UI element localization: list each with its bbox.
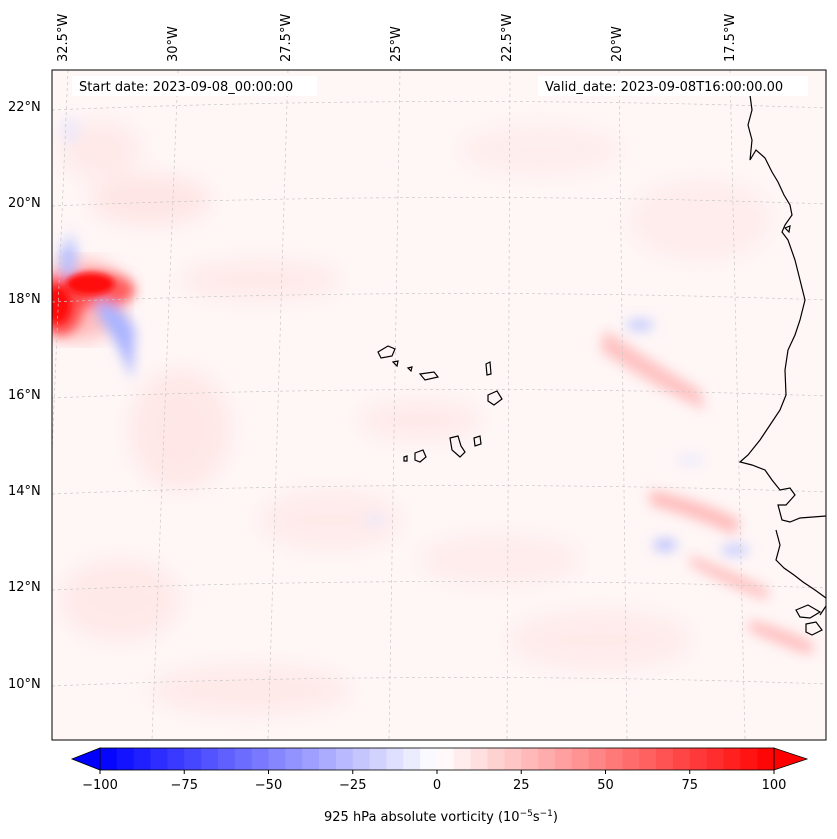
lon-label: 25°W [389, 26, 404, 62]
lat-label: 10°N [8, 677, 41, 692]
lat-label: 22°N [8, 100, 41, 115]
colorbar-cell [504, 748, 522, 770]
colorbar-cell [538, 748, 556, 770]
vortex-system [52, 244, 135, 380]
colorbar-cell [217, 748, 236, 770]
lon-label: 27.5°W [279, 14, 294, 62]
colorbar-tick-label: −100 [82, 778, 118, 793]
colorbar-cell [706, 748, 724, 770]
colorbar-cell [740, 748, 758, 770]
colorbar-cell [133, 748, 152, 770]
vorticity-field [52, 70, 826, 740]
colorbar-cell [268, 748, 286, 770]
colorbar-cell [352, 748, 371, 770]
start-date-label: Start date: 2023-09-08_00:00:00 [79, 80, 293, 95]
cabo-verde-islands [377, 345, 503, 463]
colorbar-cell [639, 748, 657, 770]
colorbar-cell [369, 748, 387, 770]
colorbar-cell [437, 748, 455, 770]
colorbar-tick-label: 0 [433, 778, 441, 793]
colorbar-cell [201, 748, 219, 770]
colorbar-cell [150, 748, 168, 770]
colorbar-cell [605, 748, 623, 770]
colorbar-cell [116, 748, 135, 770]
colorbar-cell [386, 748, 404, 770]
colorbar-cell [100, 748, 118, 770]
colorbar-cell [521, 748, 539, 770]
colorbar-cell [167, 748, 185, 770]
lat-label: 18°N [8, 292, 41, 307]
gridlines [52, 70, 826, 740]
colorbar-tick-label: 75 [681, 778, 698, 793]
colorbar: −100 −75 −50 −25 0 25 50 75 100 925 hPa absolute… [70, 747, 809, 825]
colorbar-cell [672, 748, 691, 770]
lat-label: 12°N [8, 580, 41, 595]
colorbar-ticks: −100 −75 −50 −25 0 25 50 75 100 [82, 770, 786, 793]
colorbar-cells [100, 748, 775, 770]
colorbar-cell [184, 748, 202, 770]
latitude-labels: 22°N 20°N 18°N 16°N 14°N 12°N 10°N [8, 100, 41, 692]
colorbar-cell [302, 748, 320, 770]
lon-label: 20°W [610, 26, 625, 62]
colorbar-cell [470, 748, 489, 770]
colorbar-cell [234, 748, 253, 770]
colorbar-label: 925 hPa absolute vorticity (10−5s−1) [324, 809, 558, 825]
colorbar-tick-label: 25 [513, 778, 530, 793]
colorbar-cell [420, 748, 438, 770]
african-coastline [738, 94, 826, 636]
lat-label: 20°N [8, 196, 41, 211]
colorbar-cell [335, 748, 354, 770]
colorbar-cell [757, 748, 775, 770]
lat-label: 16°N [8, 388, 41, 403]
colorbar-cell [554, 748, 573, 770]
colorbar-cell [588, 748, 606, 770]
valid-date-box: Valid_date: 2023-09-08T16:00:00.00 [538, 76, 808, 96]
colorbar-cell [403, 748, 421, 770]
colorbar-tick-label: 100 [762, 778, 787, 793]
colorbar-tick-label: −50 [255, 778, 282, 793]
colorbar-cell [656, 748, 674, 770]
colorbar-cell [571, 748, 590, 770]
lon-label: 22.5°W [500, 14, 515, 62]
colorbar-extend-min [70, 747, 101, 771]
colorbar-tick-label: −25 [339, 778, 366, 793]
colorbar-cell [319, 748, 337, 770]
colorbar-cell [487, 748, 505, 770]
coastal-vorticity-bands [600, 319, 815, 655]
colorbar-extend-max [773, 747, 809, 771]
lat-label: 14°N [8, 484, 41, 499]
map-frame [51, 69, 827, 741]
colorbar-cell [453, 748, 472, 770]
colorbar-cell [689, 748, 708, 770]
weak-positive-patches [60, 120, 770, 715]
longitude-labels: 32.5°W 30°W 27.5°W 25°W 22.5°W 20°W 17.5… [56, 14, 738, 62]
colorbar-cell [285, 748, 303, 770]
lon-label: 17.5°W [723, 14, 738, 62]
start-date-box: Start date: 2023-09-08_00:00:00 [72, 76, 317, 96]
valid-date-label: Valid_date: 2023-09-08T16:00:00.00 [545, 80, 783, 95]
colorbar-cell [622, 748, 640, 770]
lon-label: 32.5°W [56, 14, 71, 62]
lon-label: 30°W [166, 26, 181, 62]
colorbar-tick-label: −75 [171, 778, 198, 793]
colorbar-tick-label: 50 [597, 778, 614, 793]
colorbar-cell [723, 748, 741, 770]
colorbar-cell [251, 748, 269, 770]
